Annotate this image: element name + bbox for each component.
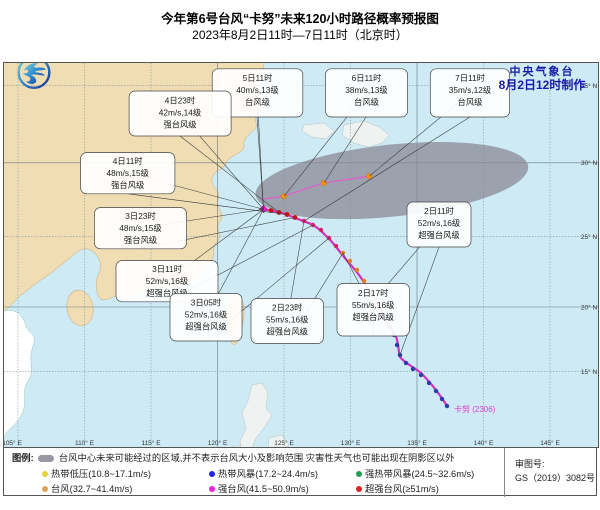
svg-text:110° E: 110° E [75, 439, 95, 447]
svg-text:7日11时: 7日11时 [455, 73, 485, 83]
svg-text:2日23时: 2日23时 [272, 303, 302, 313]
svg-text:40m/s,13级: 40m/s,13级 [236, 85, 279, 95]
svg-text:52m/s,16级: 52m/s,16级 [185, 310, 228, 320]
svg-text:115° E: 115° E [141, 439, 161, 447]
svg-text:52m/s,16级: 52m/s,16级 [418, 218, 461, 228]
svg-text:130° E: 130° E [341, 439, 361, 447]
svg-text:强台风级: 强台风级 [124, 235, 158, 245]
svg-text:3日05时: 3日05时 [191, 298, 221, 308]
svg-text:55m/s,16级: 55m/s,16级 [266, 315, 309, 325]
svg-text:6日11时: 6日11时 [352, 73, 382, 83]
svg-text:2日17时: 2日17时 [358, 288, 388, 298]
svg-text:3日23时: 3日23时 [125, 211, 155, 221]
svg-text:55m/s,16级: 55m/s,16级 [352, 300, 395, 310]
svg-text:30° N: 30° N [581, 159, 598, 167]
svg-text:38m/s,13级: 38m/s,13级 [345, 85, 388, 95]
svg-text:4日11时: 4日11时 [113, 156, 143, 166]
svg-text:中央气象台: 中央气象台 [510, 64, 575, 78]
svg-text:台风级: 台风级 [458, 97, 484, 107]
svg-text:超强台风级: 超强台风级 [185, 322, 227, 332]
svg-text:145° E: 145° E [540, 439, 560, 447]
svg-text:4日23时: 4日23时 [165, 96, 195, 106]
svg-text:140° E: 140° E [474, 439, 494, 447]
svg-text:5日11时: 5日11时 [243, 73, 273, 83]
svg-text:超强台风级: 超强台风级 [352, 312, 394, 322]
svg-text:105° E: 105° E [4, 439, 22, 447]
svg-text:强台风级: 强台风级 [163, 120, 197, 130]
svg-text:20° N: 20° N [581, 304, 598, 312]
svg-text:42m/s,14级: 42m/s,14级 [159, 108, 202, 118]
svg-text:3日11时: 3日11时 [152, 264, 182, 274]
svg-text:48m/s,15级: 48m/s,15级 [119, 223, 162, 233]
svg-text:125° E: 125° E [274, 439, 294, 447]
svg-text:台风级: 台风级 [245, 97, 271, 107]
svg-text:35m/s,12级: 35m/s,12级 [449, 85, 492, 95]
svg-text:台风级: 台风级 [354, 97, 380, 107]
svg-text:15° N: 15° N [581, 368, 598, 376]
svg-text:2日11时: 2日11时 [424, 206, 454, 216]
svg-text:135° E: 135° E [407, 439, 427, 447]
svg-text:卡努 (2306): 卡努 (2306) [454, 404, 496, 414]
svg-text:8月2日12时制作: 8月2日12时制作 [499, 77, 586, 92]
svg-text:超强台风级: 超强台风级 [418, 230, 460, 240]
svg-text:120° E: 120° E [208, 439, 228, 447]
svg-text:52m/s,16级: 52m/s,16级 [146, 276, 189, 286]
svg-text:48m/s,15级: 48m/s,15级 [106, 168, 149, 178]
svg-text:25° N: 25° N [581, 233, 598, 241]
svg-text:超强台风级: 超强台风级 [266, 327, 308, 337]
svg-text:强台风级: 强台风级 [111, 180, 145, 190]
